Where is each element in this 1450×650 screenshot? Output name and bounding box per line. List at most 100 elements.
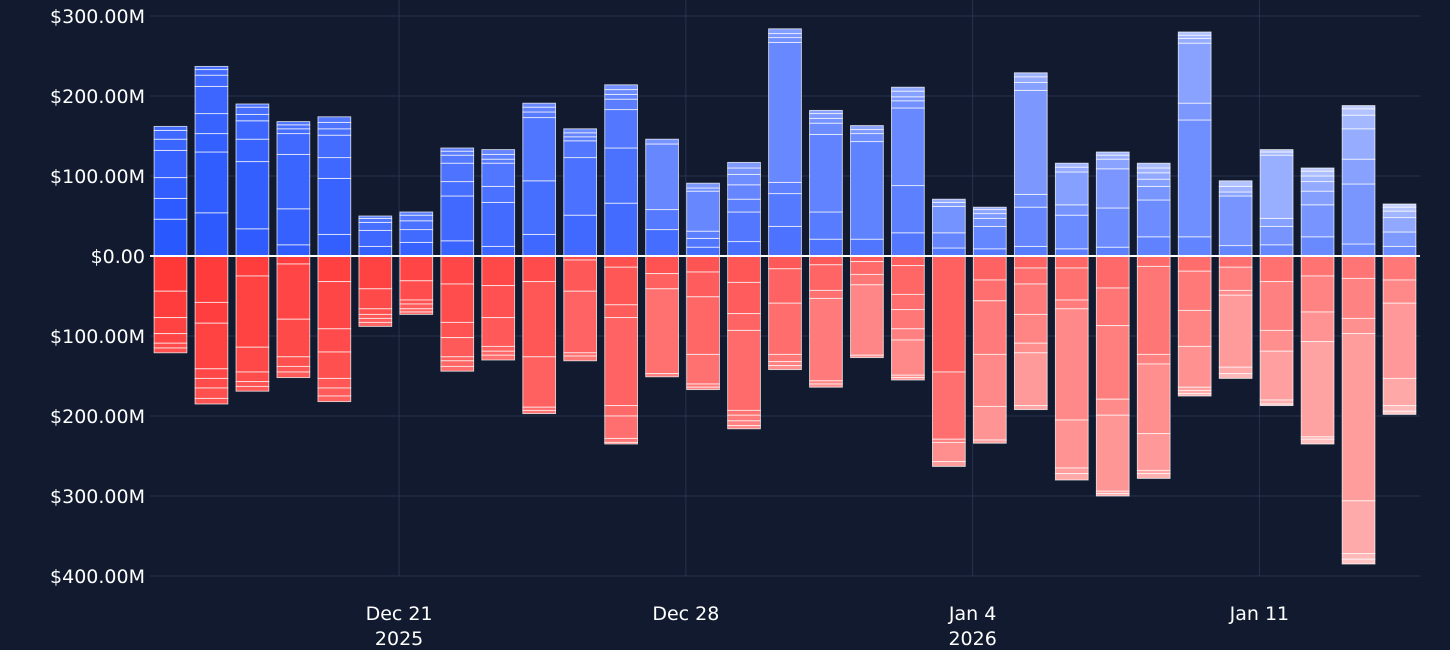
negative-bar-segment xyxy=(358,308,393,315)
negative-bar-segment xyxy=(522,356,557,408)
negative-bar-segment xyxy=(1382,405,1417,412)
negative-bar-segment xyxy=(235,275,270,348)
negative-bar-segment xyxy=(891,255,925,267)
positive-bar-segment xyxy=(1259,151,1294,156)
positive-bar-segment xyxy=(1177,42,1212,104)
positive-bar-segment xyxy=(1054,171,1089,206)
positive-bar-segment xyxy=(358,245,393,257)
positive-bar-segment xyxy=(276,133,311,155)
positive-bar-segment xyxy=(481,201,516,247)
positive-bar-segment xyxy=(481,185,516,203)
negative-bar-segment xyxy=(850,354,884,359)
negative-bar-segment xyxy=(604,437,638,443)
positive-bar-segment xyxy=(768,33,802,39)
negative-bar-segment xyxy=(399,303,434,310)
positive-bar-segment xyxy=(768,37,802,43)
negative-bar-segment xyxy=(317,395,352,403)
negative-bar-segment xyxy=(1341,317,1376,335)
positive-bar-segment xyxy=(809,211,843,240)
positive-bar-2025-12-17 xyxy=(235,103,270,257)
negative-bar-segment xyxy=(932,255,966,373)
positive-bar-segment xyxy=(932,198,966,203)
positive-bar-segment xyxy=(235,106,270,115)
negative-bar-2026-01-03 xyxy=(932,255,966,467)
positive-bar-segment xyxy=(1013,76,1048,83)
y-tick-label: $300.00M xyxy=(50,6,145,28)
negative-bar-2025-12-16 xyxy=(194,255,229,405)
negative-bar-segment xyxy=(1136,473,1171,479)
negative-bar-segment xyxy=(973,353,1007,407)
positive-bar-segment xyxy=(194,113,229,135)
y-tick-label: $200.00M xyxy=(50,86,145,108)
negative-bar-segment xyxy=(768,365,802,371)
positive-bar-segment xyxy=(358,217,393,223)
positive-bar-segment xyxy=(317,121,352,130)
negative-bar-segment xyxy=(153,342,188,349)
positive-bar-segment xyxy=(1218,180,1253,187)
positive-bar-segment xyxy=(522,102,557,108)
positive-bar-segment xyxy=(604,202,638,257)
positive-bar-2025-12-28 xyxy=(686,182,720,257)
positive-bar-segment xyxy=(399,214,434,222)
positive-bar-segment xyxy=(1013,72,1048,78)
negative-bar-segment xyxy=(809,383,843,388)
negative-bar-segment xyxy=(1054,308,1089,421)
positive-bar-segment xyxy=(522,180,557,235)
negative-bar-2025-12-30 xyxy=(768,255,802,371)
positive-bar-segment xyxy=(973,248,1007,257)
positive-bar-segment xyxy=(399,211,434,216)
positive-bar-segment xyxy=(1382,210,1417,219)
positive-bar-segment xyxy=(1054,214,1089,250)
positive-bar-segment xyxy=(1177,236,1212,257)
gridlines xyxy=(150,0,1420,577)
positive-bar-segment xyxy=(563,214,597,257)
positive-bar-segment xyxy=(850,141,884,240)
negative-bar-segment xyxy=(727,414,761,422)
negative-bar-2025-12-22 xyxy=(440,255,475,372)
negative-bar-segment xyxy=(1341,333,1376,502)
negative-bar-2026-01-11 xyxy=(1259,255,1294,407)
negative-bar-segment xyxy=(1259,399,1294,405)
positive-bar-segment xyxy=(686,237,720,248)
positive-bar-segment xyxy=(317,233,352,257)
positive-bar-segment xyxy=(1218,195,1253,247)
negative-bar-segment xyxy=(1095,493,1130,497)
positive-bar-segment xyxy=(276,124,311,130)
positive-bar-segment xyxy=(727,161,761,169)
negative-bar-segment xyxy=(235,381,270,387)
positive-bar-segment xyxy=(522,106,557,113)
negative-bar-2026-01-09 xyxy=(1177,255,1212,397)
positive-bar-segment xyxy=(973,225,1007,250)
positive-bar-segment xyxy=(317,177,352,235)
positive-bar-2026-01-06 xyxy=(1054,162,1089,257)
negative-bar-segment xyxy=(932,371,966,440)
positive-bar-segment xyxy=(358,215,393,219)
positive-bar-segment xyxy=(194,151,229,214)
negative-bar-segment xyxy=(768,255,802,270)
negative-bar-segment xyxy=(1013,352,1048,407)
positive-bar-segment xyxy=(1013,89,1048,195)
negative-bar-segment xyxy=(358,313,393,319)
positive-bar-segment xyxy=(235,120,270,140)
positive-bar-segment xyxy=(1095,207,1130,248)
negative-bar-segment xyxy=(1013,255,1048,269)
negative-bar-segment xyxy=(399,299,434,305)
positive-bar-segment xyxy=(358,221,393,231)
positive-bar-segment xyxy=(481,245,516,257)
positive-bar-segment xyxy=(1054,204,1089,216)
negative-bar-segment xyxy=(645,288,679,375)
negative-bar-2025-12-27 xyxy=(645,255,679,378)
negative-bar-segment xyxy=(1259,255,1294,283)
positive-bar-segment xyxy=(768,28,802,35)
negative-bar-segment xyxy=(645,255,679,275)
negative-bar-segment xyxy=(727,329,761,411)
positive-bar-segment xyxy=(727,198,761,213)
positive-bar-segment xyxy=(440,150,475,156)
negative-bar-segment xyxy=(1300,438,1335,445)
negative-bar-segment xyxy=(1013,283,1048,315)
negative-bar-segment xyxy=(1382,410,1417,415)
negative-bar-segment xyxy=(522,281,557,358)
negative-bar-segment xyxy=(727,281,761,315)
positive-bar-2026-01-09 xyxy=(1177,31,1212,257)
positive-bar-segment xyxy=(1300,167,1335,172)
